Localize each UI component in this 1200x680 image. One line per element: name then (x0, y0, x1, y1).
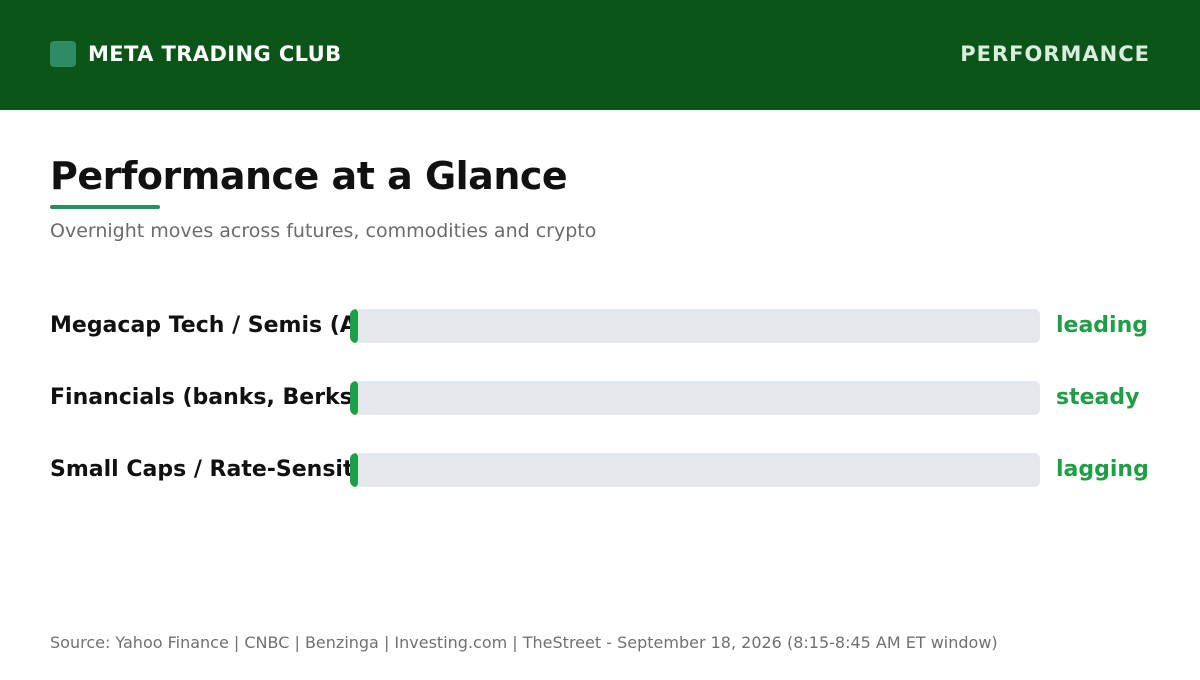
section-label: PERFORMANCE (960, 42, 1150, 66)
bar-category-label: Financials (banks, Berkshir (50, 385, 350, 410)
bar-track (350, 309, 1040, 343)
bar-fill (350, 381, 358, 415)
page-subtitle: Overnight moves across futures, commodit… (50, 220, 597, 242)
bar-status-label: steady (1056, 385, 1140, 410)
bar-fill (350, 309, 358, 343)
bar-category-label: Small Caps / Rate-Sensitiv (50, 457, 350, 482)
page-title: Performance at a Glance (50, 154, 568, 198)
brand-name: META TRADING CLUB (88, 42, 342, 66)
title-underline (50, 205, 160, 209)
bar-status-label: lagging (1056, 457, 1149, 482)
bar-category-label: Megacap Tech / Semis (AI i (50, 313, 350, 338)
source-footnote: Source: Yahoo Finance | CNBC | Benzinga … (50, 633, 998, 652)
brand-logo-icon (50, 41, 76, 67)
header-bar: META TRADING CLUB PERFORMANCE (0, 0, 1200, 110)
bar-fill (350, 453, 358, 487)
bar-track (350, 381, 1040, 415)
bar-track (350, 453, 1040, 487)
bar-status-label: leading (1056, 313, 1149, 338)
